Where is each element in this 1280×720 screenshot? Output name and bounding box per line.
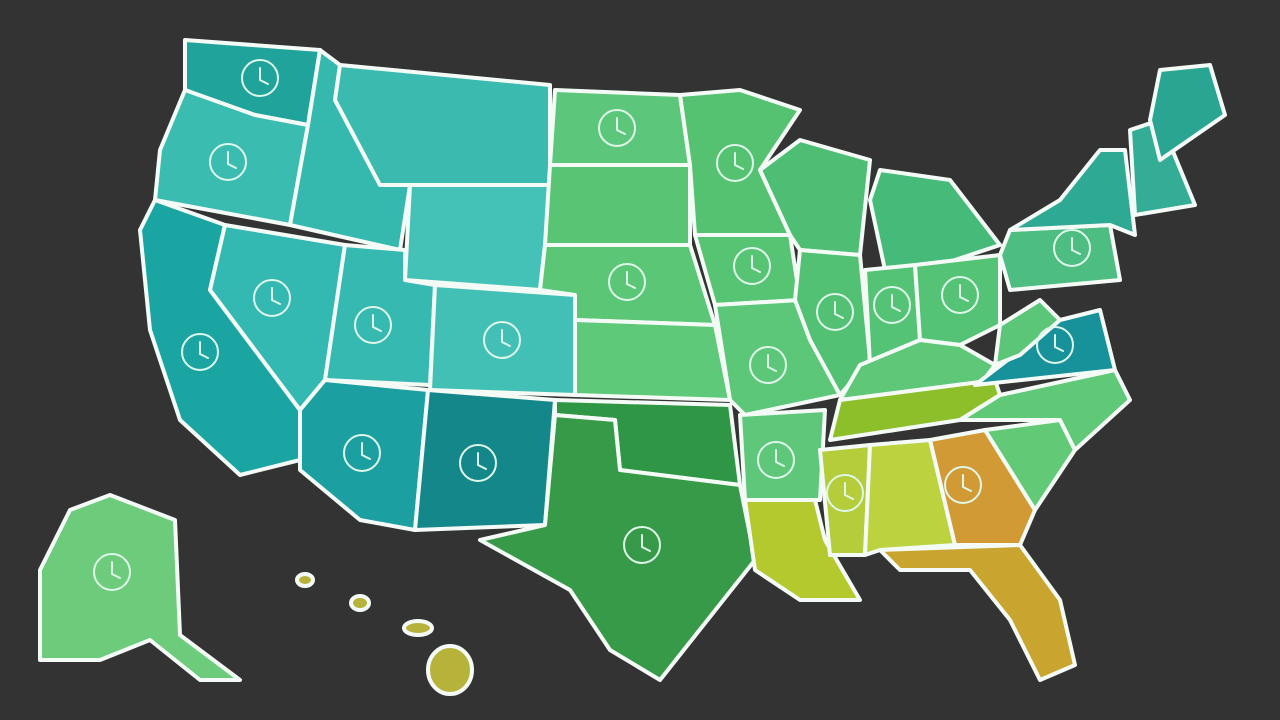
alaska [38, 493, 242, 682]
new-mexico [413, 388, 557, 532]
clock-icon [826, 474, 864, 512]
clock-icon [816, 293, 854, 331]
clock-icon [459, 444, 497, 482]
west-virginia [993, 298, 1062, 367]
clock-icon [209, 143, 247, 181]
clock-icon [608, 263, 646, 301]
clock-icon [598, 109, 636, 147]
pennsylvania [998, 223, 1122, 292]
hawaii [426, 644, 474, 696]
iowa [693, 233, 802, 307]
clock-icon [93, 553, 131, 591]
new-york [1008, 148, 1137, 237]
north-dakota [548, 88, 692, 167]
clock-icon [757, 441, 795, 479]
clock-icon [181, 333, 219, 371]
clock-icon [733, 247, 771, 285]
south-dakota [543, 163, 692, 247]
kansas [573, 318, 732, 402]
louisiana [743, 498, 862, 602]
georgia [928, 428, 1037, 547]
clock-icon [944, 466, 982, 504]
clock-icon [483, 321, 521, 359]
clock-icon [241, 59, 279, 97]
hawaii-island [295, 572, 315, 588]
clock-icon [623, 526, 661, 564]
clock-icon [343, 434, 381, 472]
illinois [793, 248, 872, 397]
ohio [913, 253, 1002, 347]
maine [1148, 63, 1227, 162]
clock-icon [941, 276, 979, 314]
clock-icon [716, 144, 754, 182]
hawaii-island [402, 619, 434, 637]
wyoming [403, 183, 552, 292]
clock-icons [93, 59, 1091, 591]
hawaii-island [349, 594, 371, 612]
clock-icon [749, 346, 787, 384]
florida [878, 543, 1077, 682]
texas [478, 413, 757, 682]
clock-icon [1036, 326, 1074, 364]
arkansas [738, 408, 827, 502]
clock-icon [1053, 229, 1091, 267]
clock-icon [253, 279, 291, 317]
clock-icon [354, 306, 392, 344]
clock-icon [873, 286, 911, 324]
north-carolina [958, 368, 1132, 452]
